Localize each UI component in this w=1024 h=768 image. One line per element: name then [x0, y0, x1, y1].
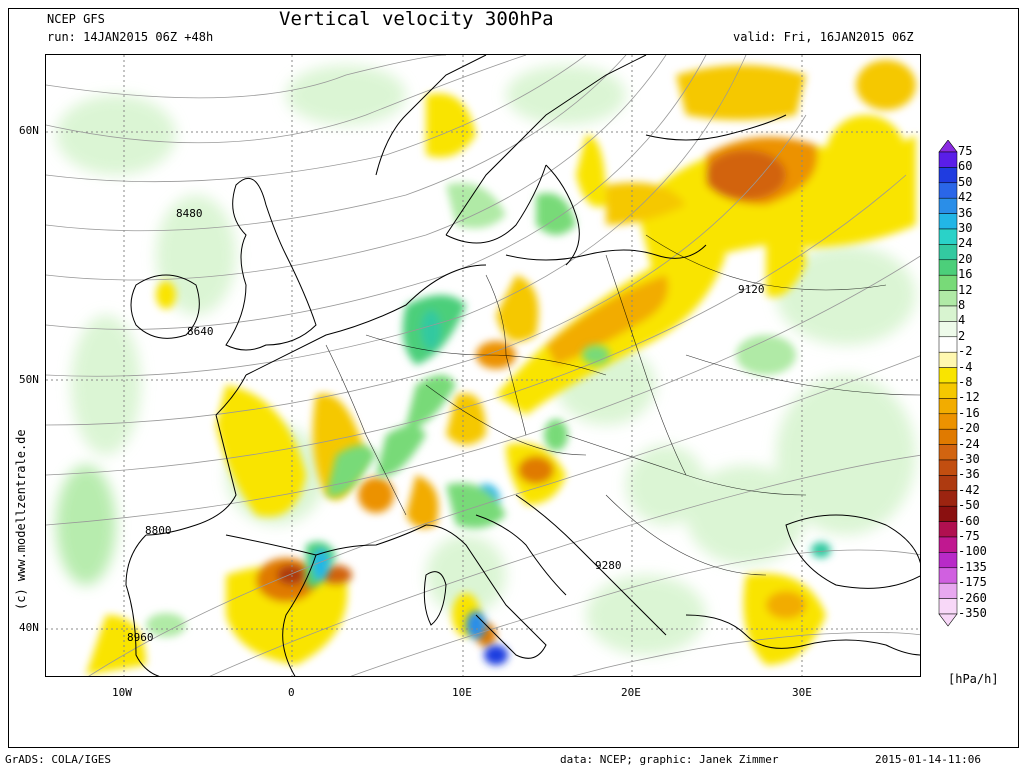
legend-label: -175	[958, 575, 987, 590]
lat-label: 60N	[19, 124, 39, 137]
legend-label: -135	[958, 559, 987, 574]
legend-label: 20	[958, 251, 973, 266]
legend-swatch	[938, 475, 958, 492]
legend-swatch	[938, 321, 958, 338]
legend-label: 24	[958, 236, 973, 251]
legend-swatch	[938, 428, 958, 445]
legend-swatch	[938, 167, 958, 184]
legend-label: -50	[958, 498, 980, 513]
legend-label: -20	[958, 421, 980, 436]
legend-label: -350	[958, 606, 987, 620]
lon-label: 0	[288, 686, 295, 699]
legend-label: 50	[958, 174, 973, 189]
legend-label: 30	[958, 221, 973, 235]
run-info: run: 14JAN2015 06Z +48h	[47, 30, 214, 44]
legend-swatch	[938, 536, 958, 553]
lon-label: 10W	[112, 686, 132, 699]
legend-swatch	[938, 367, 958, 384]
contour-label: 8640	[187, 325, 214, 338]
legend-swatch	[938, 382, 958, 399]
map-title: Vertical velocity 300hPa	[279, 8, 554, 30]
legend-label: 4	[958, 313, 966, 328]
lat-label: 40N	[19, 621, 39, 634]
footer-middle: data: NCEP; graphic: Janek Zimmer	[560, 753, 779, 766]
legend-label: -4	[958, 359, 973, 374]
legend-swatch	[938, 567, 958, 584]
legend-swatch	[938, 490, 958, 507]
legend-label: -42	[958, 482, 980, 497]
legend-swatch	[938, 274, 958, 291]
legend-label: 75	[958, 144, 973, 158]
legend-label: 36	[958, 205, 973, 220]
legend-label: -24	[958, 436, 980, 451]
lon-label: 20E	[621, 686, 641, 699]
legend-swatch	[938, 228, 958, 245]
legend-arrow-bottom	[938, 613, 958, 627]
contour-label: 8800	[145, 524, 172, 537]
legend-arrow-top	[938, 140, 958, 153]
contour-label: 8960	[127, 631, 154, 644]
legend-swatch	[938, 197, 958, 214]
lat-label: 50N	[19, 373, 39, 386]
legend-label: -16	[958, 405, 980, 420]
legend-swatch	[938, 259, 958, 276]
figure-frame	[8, 8, 1019, 748]
legend-label: -36	[958, 467, 980, 482]
legend-label: -8	[958, 375, 973, 389]
legend-swatch	[938, 290, 958, 307]
map-canvas	[46, 55, 920, 676]
legend-label: 12	[958, 282, 973, 297]
contour-label: 8480	[176, 207, 203, 220]
legend-label: -2	[958, 344, 973, 359]
legend-label: 8	[958, 298, 966, 312]
legend-colorbar	[938, 140, 958, 627]
legend-swatch	[938, 213, 958, 230]
footer-left: GrADS: COLA/IGES	[5, 753, 111, 766]
legend-label: -30	[958, 452, 980, 466]
lon-label: 30E	[792, 686, 812, 699]
map-panel: 8480 8640 8800 8960 9120 9280	[45, 54, 921, 677]
legend-swatch	[938, 444, 958, 461]
legend-swatch	[938, 151, 958, 168]
footer-right: 2015-01-14-11:06	[875, 753, 981, 766]
legend-label: 16	[958, 267, 973, 282]
legend-swatch	[938, 598, 958, 615]
legend-label: 2	[958, 328, 966, 343]
legend-label: 60	[958, 159, 973, 174]
legend-swatch	[938, 244, 958, 261]
valid-time: valid: Fri, 16JAN2015 06Z	[733, 30, 914, 44]
model-name: NCEP GFS	[47, 12, 105, 26]
legend-swatch	[938, 521, 958, 538]
legend-swatch	[938, 552, 958, 569]
legend-unit: [hPa/h]	[948, 672, 999, 686]
legend-swatch	[938, 413, 958, 430]
legend-label: 42	[958, 190, 973, 205]
legend-label: -12	[958, 390, 980, 405]
legend-label: -260	[958, 590, 987, 605]
legend-swatch	[938, 351, 958, 368]
legend-swatch	[938, 305, 958, 322]
copyright-text: (c) www.modellzentrale.de	[14, 429, 28, 610]
legend-swatch	[938, 505, 958, 522]
legend-swatch	[938, 336, 958, 353]
legend-label: -100	[958, 544, 987, 559]
legend-swatch	[938, 459, 958, 476]
legend-label: -75	[958, 529, 980, 543]
legend-swatch	[938, 182, 958, 199]
lon-label: 10E	[452, 686, 472, 699]
contour-label: 9120	[738, 283, 765, 296]
legend-label: -60	[958, 513, 980, 528]
legend-swatch	[938, 582, 958, 599]
legend-swatch	[938, 398, 958, 415]
contour-label: 9280	[595, 559, 622, 572]
